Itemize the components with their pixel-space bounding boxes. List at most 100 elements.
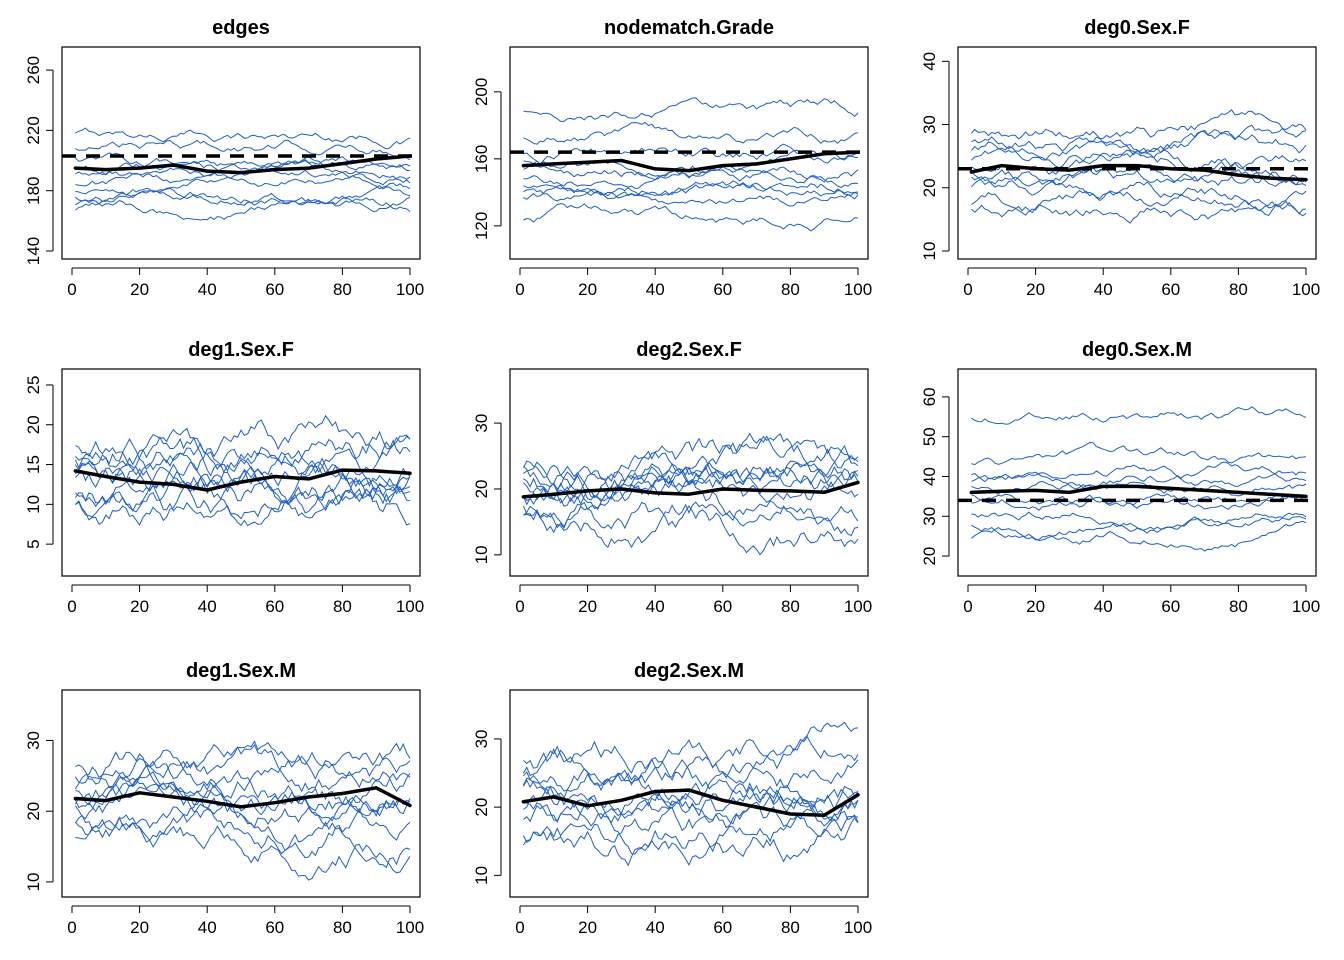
sim-line [75, 196, 411, 221]
x-tick-label: 40 [646, 597, 665, 616]
panel-title: deg2.Sex.F [636, 339, 742, 361]
x-tick-label: 80 [1229, 280, 1248, 299]
x-tick-label: 100 [396, 597, 424, 616]
y-axis: 10 20 30 [472, 414, 502, 564]
y-tick-label: 10 [472, 545, 491, 564]
panel: deg1.Sex.M 0 20 40 60 80 100 10 20 30 [24, 660, 424, 937]
plot-frame [957, 368, 1317, 577]
x-tick-label: 0 [67, 918, 76, 937]
sim-line [75, 163, 411, 187]
x-tick-label: 0 [963, 597, 972, 616]
x-tick-label: 0 [963, 280, 972, 299]
panel-title: deg0.Sex.F [1084, 17, 1190, 39]
plot-frame [957, 46, 1317, 260]
plot-frame [61, 689, 421, 898]
x-tick-label: 80 [333, 597, 352, 616]
x-axis: 0 20 40 60 80 100 [963, 267, 1320, 299]
sim-line [75, 435, 411, 489]
sim-line [74, 771, 411, 820]
y-tick-label: 5 [24, 539, 43, 548]
sim-line [523, 143, 859, 165]
x-axis: 0 20 40 60 80 100 [67, 584, 424, 616]
panel: nodematch.Grade 0 20 40 60 80 100 120 160 200 [472, 17, 872, 299]
sim-lines [971, 109, 1307, 224]
sim-line [971, 493, 1307, 510]
y-tick-label: 60 [920, 387, 939, 406]
y-tick-label: 10 [920, 242, 939, 261]
y-tick-label: 160 [472, 145, 491, 173]
sim-line [523, 203, 859, 232]
x-tick-label: 0 [515, 918, 524, 937]
panel-title: nodematch.Grade [604, 17, 774, 39]
y-tick-label: 30 [472, 414, 491, 433]
panel-title: deg1.Sex.M [186, 660, 296, 682]
x-tick-label: 60 [1161, 597, 1180, 616]
sim-line [523, 184, 859, 207]
mean-line [969, 163, 1308, 182]
y-axis: 20 30 40 50 60 [920, 387, 950, 566]
sim-line [523, 121, 859, 145]
y-tick-label: 30 [920, 115, 939, 134]
x-axis: 0 20 40 60 80 100 [67, 905, 424, 937]
x-tick-label: 60 [713, 280, 732, 299]
y-tick-label: 20 [472, 480, 491, 499]
y-tick-label: 50 [920, 427, 939, 446]
y-axis: 10 20 30 [24, 731, 54, 891]
sim-line [971, 109, 1307, 140]
x-tick-label: 20 [1026, 280, 1045, 299]
panel-title: deg0.Sex.M [1082, 339, 1192, 361]
y-tick-label: 20 [920, 178, 939, 197]
sim-line [75, 175, 411, 196]
sim-lines [74, 740, 411, 881]
panel: deg0.Sex.F 0 20 40 60 80 100 10 20 30 40 [920, 17, 1320, 299]
x-tick-label: 60 [1161, 280, 1180, 299]
sim-line [75, 816, 411, 881]
sim-line [75, 184, 411, 206]
y-tick-label: 40 [920, 52, 939, 71]
sim-line [523, 166, 859, 189]
x-tick-label: 20 [1026, 597, 1045, 616]
plot-frame [509, 46, 869, 260]
x-tick-label: 20 [578, 280, 597, 299]
x-tick-label: 80 [781, 280, 800, 299]
x-tick-label: 40 [198, 597, 217, 616]
x-tick-label: 80 [1229, 597, 1248, 616]
x-axis: 0 20 40 60 80 100 [515, 584, 872, 616]
x-tick-label: 60 [713, 597, 732, 616]
x-tick-label: 60 [713, 918, 732, 937]
sim-lines [522, 721, 859, 867]
mean-line [521, 150, 860, 173]
y-tick-label: 180 [24, 177, 43, 205]
mean-line [969, 484, 1308, 499]
plot-frame [61, 46, 421, 260]
sim-line [74, 743, 411, 793]
sim-line [971, 123, 1307, 159]
x-tick-label: 20 [578, 918, 597, 937]
y-tick-label: 10 [24, 872, 43, 891]
x-tick-label: 100 [844, 918, 872, 937]
x-tick-label: 80 [781, 918, 800, 937]
x-tick-label: 0 [515, 280, 524, 299]
x-tick-label: 100 [1292, 597, 1320, 616]
sim-line [523, 182, 859, 200]
x-tick-label: 20 [578, 597, 597, 616]
sim-line [74, 466, 411, 526]
y-tick-label: 260 [24, 56, 43, 84]
sim-line [971, 515, 1307, 542]
sim-line [523, 460, 859, 503]
sim-line [523, 786, 859, 827]
plot-frame [509, 689, 869, 898]
y-axis: 10 20 30 40 [920, 52, 950, 261]
sim-line [75, 790, 411, 869]
sim-lines [971, 406, 1307, 552]
x-tick-label: 60 [265, 280, 284, 299]
sim-line [522, 463, 859, 530]
sim-line [971, 461, 1307, 490]
panel-title: edges [212, 17, 270, 39]
x-tick-label: 40 [1094, 597, 1113, 616]
sim-line [971, 129, 1307, 169]
x-tick-label: 100 [396, 280, 424, 299]
x-tick-label: 80 [333, 280, 352, 299]
sim-line [523, 465, 859, 496]
